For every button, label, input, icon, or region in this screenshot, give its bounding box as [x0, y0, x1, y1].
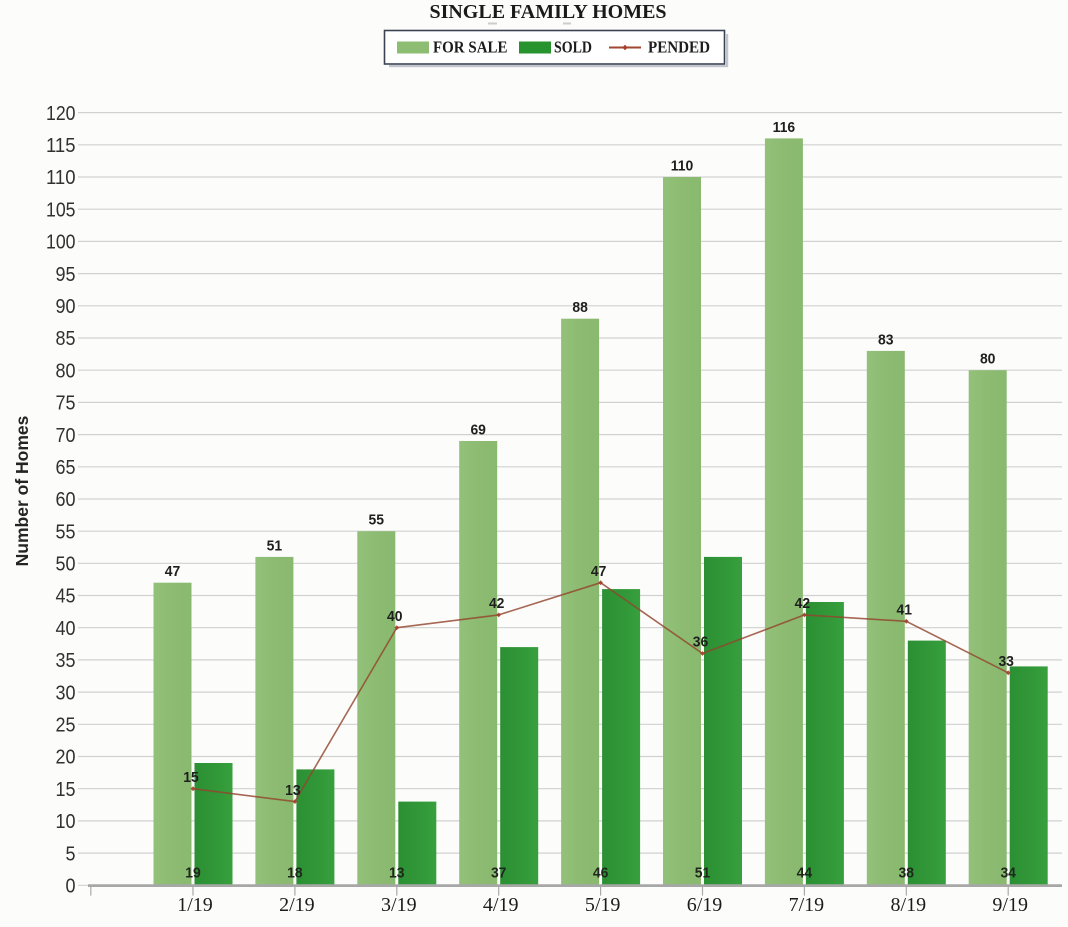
- svg-text:47: 47: [165, 563, 181, 580]
- svg-text:55: 55: [369, 512, 385, 529]
- svg-text:6/19: 6/19: [687, 894, 723, 916]
- svg-text:3/19: 3/19: [381, 894, 417, 916]
- svg-text:70: 70: [56, 425, 76, 447]
- svg-text:47: 47: [591, 563, 607, 580]
- svg-text:19: 19: [185, 865, 201, 882]
- svg-text:42: 42: [795, 595, 811, 612]
- svg-text:100: 100: [46, 232, 76, 254]
- svg-text:4/19: 4/19: [483, 894, 519, 916]
- svg-text:44: 44: [797, 865, 813, 882]
- svg-text:SINGLE FAMILY HOMES: SINGLE FAMILY HOMES: [429, 1, 666, 23]
- svg-text:8/19: 8/19: [891, 894, 927, 916]
- svg-text:90: 90: [56, 296, 76, 318]
- svg-text:65: 65: [56, 457, 76, 479]
- svg-text:50: 50: [56, 554, 76, 576]
- svg-text:SOLD: SOLD: [554, 38, 592, 57]
- svg-text:5: 5: [66, 843, 76, 865]
- svg-text:Number of Homes: Number of Homes: [12, 415, 32, 566]
- svg-text:51: 51: [695, 865, 711, 882]
- svg-text:20: 20: [56, 747, 76, 769]
- svg-text:45: 45: [56, 586, 76, 608]
- svg-text:60: 60: [56, 489, 76, 511]
- svg-text:33: 33: [998, 653, 1014, 670]
- svg-text:25: 25: [56, 715, 76, 737]
- svg-text:2/19: 2/19: [279, 894, 315, 916]
- svg-text:9/19: 9/19: [992, 894, 1028, 916]
- svg-text:15: 15: [183, 769, 199, 786]
- svg-text:10: 10: [56, 811, 76, 833]
- svg-text:80: 80: [56, 360, 76, 382]
- svg-text:7/19: 7/19: [789, 894, 825, 916]
- svg-text:1/19: 1/19: [177, 894, 213, 916]
- svg-text:35: 35: [56, 650, 76, 672]
- svg-text:88: 88: [572, 299, 588, 316]
- svg-text:85: 85: [56, 328, 76, 350]
- svg-text:51: 51: [267, 537, 283, 554]
- svg-text:95: 95: [56, 264, 76, 286]
- svg-text:13: 13: [285, 782, 301, 799]
- svg-text:40: 40: [387, 608, 403, 625]
- svg-text:36: 36: [693, 634, 709, 651]
- svg-text:13: 13: [389, 865, 405, 882]
- svg-text:75: 75: [56, 393, 76, 415]
- svg-text:PENDED: PENDED: [648, 38, 710, 57]
- svg-text:110: 110: [46, 167, 76, 189]
- svg-text:80: 80: [980, 351, 996, 368]
- svg-text:37: 37: [491, 865, 507, 882]
- svg-text:38: 38: [899, 865, 915, 882]
- svg-text:15: 15: [56, 779, 76, 801]
- svg-text:FOR SALE: FOR SALE: [433, 38, 508, 57]
- svg-text:83: 83: [878, 331, 894, 348]
- svg-text:105: 105: [46, 199, 76, 221]
- svg-text:110: 110: [671, 158, 694, 175]
- svg-text:41: 41: [897, 602, 913, 619]
- svg-text:46: 46: [593, 865, 609, 882]
- svg-text:40: 40: [56, 618, 76, 640]
- svg-text:34: 34: [1000, 865, 1016, 882]
- svg-text:5/19: 5/19: [585, 894, 621, 916]
- svg-text:18: 18: [287, 865, 303, 882]
- svg-text:69: 69: [470, 422, 486, 439]
- svg-text:42: 42: [489, 595, 505, 612]
- svg-text:55: 55: [56, 521, 76, 543]
- svg-text:116: 116: [773, 119, 796, 136]
- svg-text:120: 120: [46, 103, 76, 125]
- svg-text:0: 0: [66, 876, 76, 898]
- svg-text:30: 30: [56, 682, 76, 704]
- svg-text:115: 115: [46, 135, 76, 157]
